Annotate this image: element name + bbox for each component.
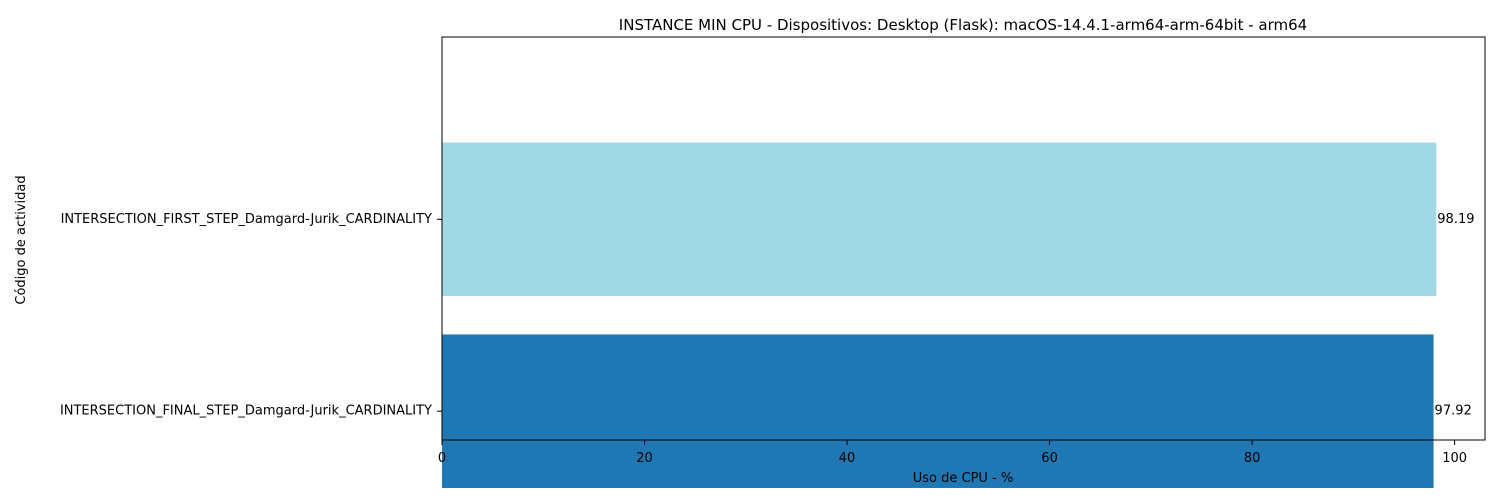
x-tick-label: 40 xyxy=(839,451,856,466)
y-axis-label: Código de actividad xyxy=(14,175,29,304)
bar xyxy=(442,334,1434,488)
x-tick-label: 80 xyxy=(1244,451,1261,466)
x-tick-label: 100 xyxy=(1442,451,1467,466)
x-tick-label: 0 xyxy=(438,451,446,466)
plot-area: 98.19 INTERSECTION_FIRST_STEP_Damgard-Jur… xyxy=(60,36,1486,488)
x-axis-label: Uso de CPU - % xyxy=(913,471,1014,486)
data-label: 98.19 xyxy=(1437,212,1474,227)
data-label: 97.92 xyxy=(1435,404,1472,419)
plot-frame xyxy=(441,36,1486,441)
chart-title: INSTANCE MIN CPU - Dispositivos: Desktop… xyxy=(619,16,1307,34)
bar xyxy=(442,142,1437,297)
y-tick-label: INTERSECTION_FIRST_STEP_Damgard-Jurik_CA… xyxy=(61,212,432,227)
y-tick-label: INTERSECTION_FINAL_STEP_Damgard-Jurik_CA… xyxy=(60,404,432,419)
x-tick-label: 20 xyxy=(636,451,653,466)
x-tick-label: 60 xyxy=(1041,451,1058,466)
